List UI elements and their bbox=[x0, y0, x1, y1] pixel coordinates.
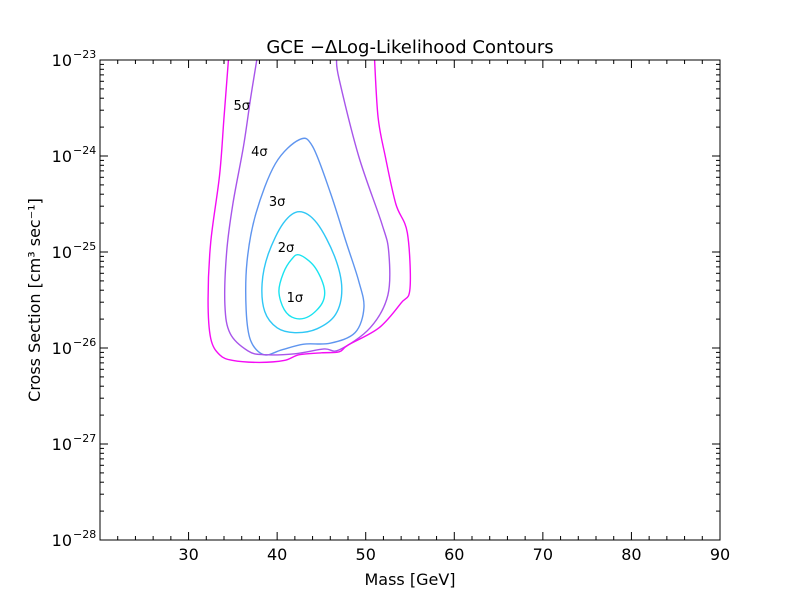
x-tick-label: 80 bbox=[621, 545, 641, 564]
x-axis-label: Mass [GeV] bbox=[364, 570, 455, 589]
y-tick-label: 10 bbox=[52, 339, 72, 358]
contour-line-2sigma bbox=[261, 210, 343, 334]
x-tick-label: 50 bbox=[356, 545, 376, 564]
y-tick-exponent: −28 bbox=[73, 528, 96, 541]
plot-frame bbox=[99, 59, 721, 541]
y-tick-label: 10 bbox=[52, 243, 72, 262]
contour-line-4sigma bbox=[224, 60, 391, 356]
y-tick-exponent: −26 bbox=[73, 336, 96, 349]
contour-label-3sigma: 3σ bbox=[269, 195, 286, 210]
y-tick-label: 10 bbox=[52, 531, 72, 550]
x-tick-label: 40 bbox=[267, 545, 287, 564]
y-tick-label: 10 bbox=[52, 147, 72, 166]
x-tick-label: 30 bbox=[178, 545, 198, 564]
contour-label-2sigma: 2σ bbox=[278, 241, 295, 256]
chart-title: GCE −ΔLog-Likelihood Contours bbox=[266, 37, 553, 58]
y-axis-label: Cross Section [cm³ sec⁻¹] bbox=[25, 198, 44, 402]
contour-label-1sigma: 1σ bbox=[287, 291, 304, 306]
contour-line-3sigma bbox=[245, 137, 365, 356]
contour-line-5sigma bbox=[207, 60, 412, 364]
x-tick-label: 60 bbox=[444, 545, 464, 564]
y-tick-exponent: −24 bbox=[73, 144, 96, 157]
contour-line-1sigma bbox=[278, 253, 326, 320]
plot-area: 1σ 2σ 3σ 4σ 5σ bbox=[207, 60, 412, 364]
x-tick-label: 70 bbox=[533, 545, 553, 564]
y-tick-label: 10 bbox=[52, 435, 72, 454]
y-tick-label: 10 bbox=[52, 51, 72, 70]
y-tick-exponent: −23 bbox=[73, 48, 96, 61]
y-tick-exponent: −27 bbox=[73, 432, 96, 445]
contour-label-4sigma: 4σ bbox=[251, 145, 268, 160]
y-tick-exponent: −25 bbox=[73, 240, 96, 253]
x-tick-label: 90 bbox=[710, 545, 730, 564]
contour-label-5sigma: 5σ bbox=[233, 99, 250, 114]
